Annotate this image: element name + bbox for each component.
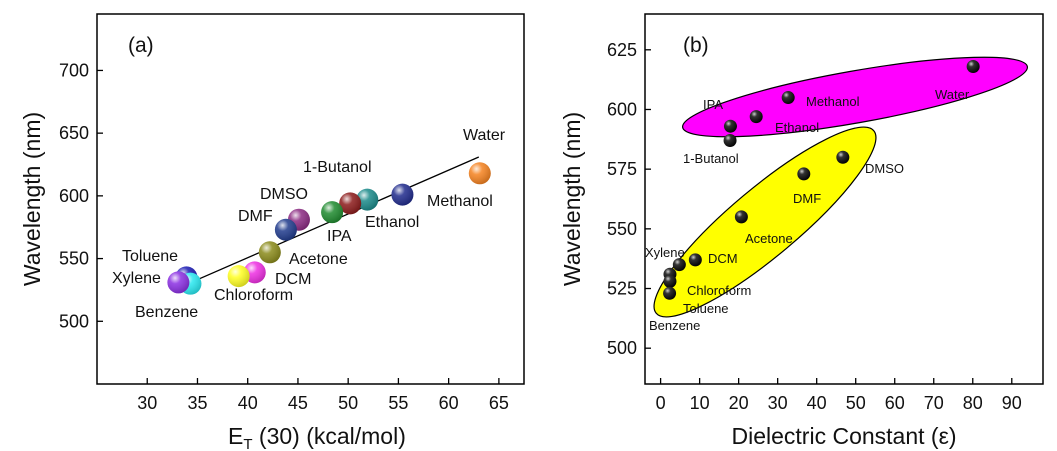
label-acetone: Acetone xyxy=(289,251,348,268)
label-benzene: Benzene xyxy=(135,304,198,321)
panel-b-y-title: Wavelength (nm) xyxy=(559,112,585,286)
label-1-butanol: 1-Butanol xyxy=(303,159,372,176)
panel-b-xtick-label: 0 xyxy=(656,393,666,413)
point-xylene xyxy=(167,271,190,294)
panel-a-xtick-label: 35 xyxy=(187,393,207,413)
label-dcm: DCM xyxy=(275,271,311,288)
panel-b-xtick-label: 30 xyxy=(768,393,788,413)
panel-a-x-title: ET (30) (kcal/mol) xyxy=(228,423,406,451)
label-methanol: Methanol xyxy=(427,193,493,210)
panel-a-x-axis: 30 35 40 45 50 55 60 65 xyxy=(137,378,509,413)
point-acetone xyxy=(258,241,281,264)
panel-a-ytick-label: 700 xyxy=(59,60,89,80)
panel-b-ytick-label: 550 xyxy=(607,219,637,239)
label-xylene: Xylene xyxy=(112,270,161,287)
group-ellipse-alcohols-water xyxy=(681,56,1029,138)
x-title-rest: (30) (kcal/mol) xyxy=(253,423,406,449)
label-b-ethanol: Ethanol xyxy=(775,120,819,135)
panel-a-xtick-label: 40 xyxy=(238,393,258,413)
point-methanol xyxy=(391,183,414,206)
panel-a-ytick-label: 650 xyxy=(59,123,89,143)
label-b-benzene: Benzene xyxy=(649,318,700,333)
label-b-dcm: DCM xyxy=(708,251,738,266)
point-b-methanol xyxy=(781,91,795,105)
panel-b-xtick-label: 70 xyxy=(924,393,944,413)
panel-b-xtick-label: 20 xyxy=(729,393,749,413)
label-b-methanol: Methanol xyxy=(806,94,860,109)
label-b-water: Water xyxy=(935,87,970,102)
label-chloroform: Chloroform xyxy=(214,287,293,304)
panel-a-xtick-label: 55 xyxy=(388,393,408,413)
panel-b: (b) 500 525 550 575 600 625 0 10 20 30 40 50 60 70 80… xyxy=(559,13,1044,449)
point-b-chloroform xyxy=(672,258,686,272)
x-title-e: E xyxy=(228,423,243,449)
point-b-water xyxy=(966,60,980,74)
point-b-dmso xyxy=(836,150,850,164)
label-toluene: Toluene xyxy=(122,248,178,265)
panel-a-ytick-label: 600 xyxy=(59,186,89,206)
panel-a-ytick-label: 500 xyxy=(59,311,89,331)
label-b-dmf: DMF xyxy=(793,191,821,206)
label-b-ipa: IPA xyxy=(703,97,723,112)
panel-a-xtick-label: 45 xyxy=(288,393,308,413)
point-dmf xyxy=(274,218,297,241)
label-b-toluene: Toluene xyxy=(683,301,729,316)
panel-b-points xyxy=(663,60,980,300)
label-b-xylene: Xylene xyxy=(645,245,685,260)
x-title-subscript: T xyxy=(243,436,252,451)
panel-b-plot-frame xyxy=(644,13,1044,385)
label-ethanol: Ethanol xyxy=(365,214,419,231)
panel-b-xtick-label: 90 xyxy=(1002,393,1022,413)
point-ethanol xyxy=(356,188,379,211)
point-b-dmf xyxy=(797,167,811,181)
panel-a-plot-frame xyxy=(96,13,525,385)
point-water xyxy=(468,162,491,185)
point-b-toluene xyxy=(663,274,677,288)
point-b-benzene xyxy=(663,286,677,300)
panel-a-points xyxy=(167,162,491,295)
label-b-dmso: DMSO xyxy=(865,161,904,176)
point-b-dcm xyxy=(688,253,702,267)
panel-b-ytick-label: 525 xyxy=(607,279,637,299)
label-water: Water xyxy=(463,127,506,144)
point-b-acetone xyxy=(734,210,748,224)
panel-a-y-axis: 500 550 600 650 700 xyxy=(59,60,103,331)
label-ipa: IPA xyxy=(327,228,352,245)
panel-b-label: (b) xyxy=(683,34,709,57)
label-b-chloroform: Chloroform xyxy=(687,283,751,298)
point-1-butanol xyxy=(339,192,362,215)
panel-b-x-title: Dielectric Constant (ε) xyxy=(732,423,957,449)
panel-a-xtick-label: 65 xyxy=(489,393,509,413)
label-b-acetone: Acetone xyxy=(745,231,793,246)
panel-b-xtick-label: 50 xyxy=(846,393,866,413)
panel-b-xtick-label: 80 xyxy=(963,393,983,413)
group-ellipse-aprotic-aromatic xyxy=(653,126,877,318)
label-b-1-butanol: 1-Butanol xyxy=(683,151,739,166)
panel-a-xtick-label: 50 xyxy=(338,393,358,413)
point-b-ethanol xyxy=(749,110,763,124)
point-b-1-butanol xyxy=(723,134,737,148)
panel-b-ytick-label: 575 xyxy=(607,159,637,179)
panel-b-ytick-label: 500 xyxy=(607,338,637,358)
panel-b-y-axis: 500 525 550 575 600 625 xyxy=(607,40,651,358)
panel-b-xtick-label: 10 xyxy=(690,393,710,413)
point-chloroform xyxy=(227,265,250,288)
panel-a-xtick-label: 30 xyxy=(137,393,157,413)
panel-a: (a) 500 550 600 650 700 30 35 40 45 50 55 60 65 Wat… xyxy=(19,13,525,451)
panel-a-xtick-label: 60 xyxy=(439,393,459,413)
label-dmso: DMSO xyxy=(260,186,308,203)
panel-b-x-axis: 0 10 20 30 40 50 60 70 80 90 xyxy=(656,378,1022,413)
panel-a-y-title: Wavelength (nm) xyxy=(19,112,45,286)
panel-b-ytick-label: 600 xyxy=(607,99,637,119)
point-ipa xyxy=(321,201,344,224)
point-b-ipa xyxy=(723,119,737,133)
panel-b-xtick-label: 40 xyxy=(807,393,827,413)
panel-a-ytick-label: 550 xyxy=(59,249,89,269)
panel-a-label: (a) xyxy=(128,34,154,57)
label-dmf: DMF xyxy=(238,208,273,225)
panel-b-ytick-label: 625 xyxy=(607,40,637,60)
panel-b-xtick-label: 60 xyxy=(885,393,905,413)
